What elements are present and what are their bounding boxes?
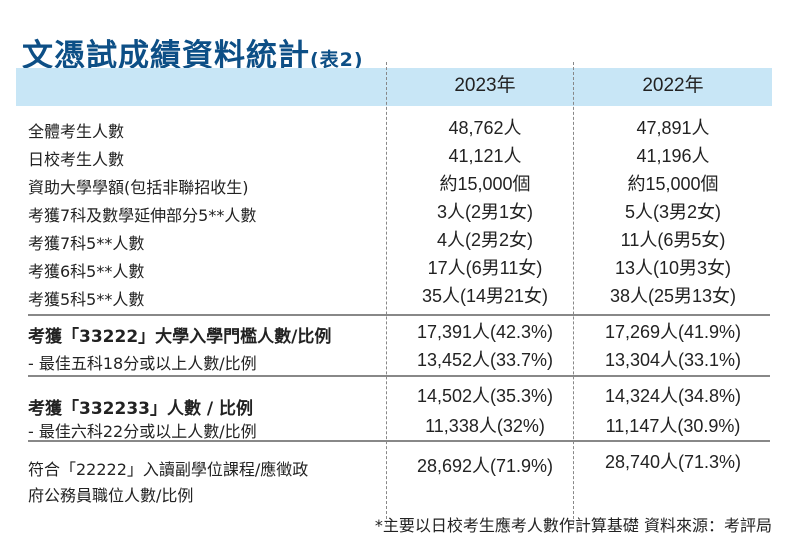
- row-label: 考獲6科5**人數: [28, 262, 145, 281]
- column-divider: [573, 62, 574, 524]
- table-row: 資助大學學額(包括非聯招收生) 約15,000個 約15,000個: [0, 170, 800, 198]
- row-label: 考獲7科5**人數: [28, 234, 145, 253]
- value-2022: 5人(3男2女): [624, 202, 722, 222]
- value-2022: 約15,000個: [627, 174, 719, 194]
- row-label: 考獲5科5**人數: [28, 290, 145, 309]
- value-2023: 4人(2男2女): [436, 230, 534, 250]
- row-label: - 最佳五科18分或以上人數/比例: [28, 354, 257, 373]
- value-2022: 13人(10男3女): [614, 258, 732, 278]
- table-row: 考獲7科5**人數 4人(2男2女) 11人(6男5女): [0, 226, 800, 254]
- value-2023: 14,502人(35.3%): [416, 386, 554, 406]
- value-2022: 28,740人(71.3%): [604, 452, 742, 472]
- header-2023: 2023年: [454, 75, 516, 96]
- row-label-line2: 府公務員職位人數/比例: [28, 486, 194, 505]
- value-2023: 3人(2男1女): [436, 202, 534, 222]
- row-label: 日校考生人數: [28, 150, 125, 169]
- value-2022: 13,304人(33.1%): [604, 350, 742, 370]
- value-2022: 11,147人(30.9%): [605, 416, 741, 436]
- header-band: [16, 68, 772, 106]
- value-2022: 11人(6男5女): [620, 230, 726, 250]
- table-row: 符合「22222」入讀副學位課程/應徵政 府公務員職位人數/比例 28,692人(7…: [0, 446, 800, 505]
- row-label: 全體考生人數: [28, 122, 125, 141]
- table-row: 考獲7科及數學延伸部分5**人數 3人(2男1女) 5人(3男2女): [0, 198, 800, 226]
- value-2023: 48,762人: [448, 118, 522, 138]
- table-row: 日校考生人數 41,121人 41,196人: [0, 142, 800, 170]
- table-row: 全體考生人數 48,762人 47,891人: [0, 114, 800, 142]
- row-label: 資助大學學額(包括非聯招收生): [28, 178, 249, 197]
- table-row: 考獲「332233」人數 / 比例 14,502人(35.3%) 14,324人(3…: [0, 382, 800, 419]
- footnote: *主要以日校考生應考人數作計算基礎 資料來源：考評局: [374, 516, 772, 535]
- table-row: - 最佳六科22分或以上人數/比例 11,338人(32%) 11,147人(30.…: [0, 412, 800, 441]
- row-label: 考獲「332233」人數 / 比例: [28, 399, 254, 419]
- section-divider: [28, 314, 770, 316]
- section-divider: [28, 440, 770, 442]
- value-2022: 14,324人(34.8%): [604, 386, 742, 406]
- value-2023: 28,692人(71.9%): [416, 456, 554, 476]
- table-row: 考獲「33222」大學入學門檻人數/比例 17,391人(42.3%) 17,269…: [0, 318, 800, 347]
- title-suffix: (表2): [310, 49, 364, 71]
- value-2023: 11,338人(32%): [425, 416, 545, 436]
- value-2023: 35人(14男21女): [421, 286, 549, 306]
- row-label: 符合「22222」入讀副學位課程/應徵政: [28, 460, 309, 479]
- row-label: 考獲7科及數學延伸部分5**人數: [28, 206, 257, 225]
- table-row: - 最佳五科18分或以上人數/比例 13,452人(33.7%) 13,304人(3…: [0, 346, 800, 374]
- value-2023: 約15,000個: [439, 174, 531, 194]
- row-label: 考獲「33222」大學入學門檻人數/比例: [28, 327, 332, 347]
- value-2022: 38人(25男13女): [609, 286, 737, 306]
- value-2023: 17,391人(42.3%): [416, 322, 554, 342]
- value-2022: 17,269人(41.9%): [604, 322, 742, 342]
- header-2022: 2022年: [642, 75, 704, 96]
- value-2023: 17人(6男11女): [427, 258, 543, 278]
- value-2022: 41,196人: [636, 146, 710, 166]
- value-2023: 13,452人(33.7%): [416, 350, 554, 370]
- section-divider: [28, 375, 770, 377]
- table-row: 考獲6科5**人數 17人(6男11女) 13人(10男3女): [0, 254, 800, 282]
- row-label: - 最佳六科22分或以上人數/比例: [28, 422, 257, 441]
- table-row: 考獲5科5**人數 35人(14男21女) 38人(25男13女): [0, 282, 800, 310]
- value-2023: 41,121人: [448, 146, 522, 166]
- column-divider: [386, 62, 387, 524]
- value-2022: 47,891人: [636, 118, 710, 138]
